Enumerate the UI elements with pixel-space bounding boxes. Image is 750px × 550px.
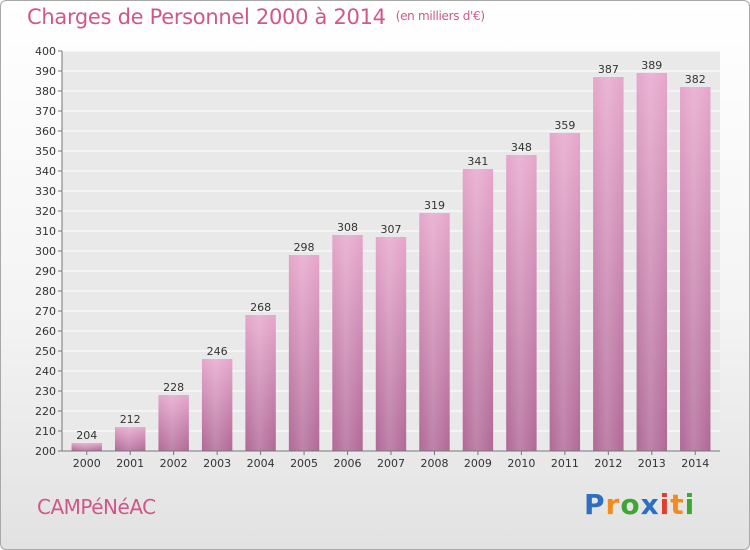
- proxiti-logo: Proxiti: [584, 488, 695, 521]
- logo-letter: i: [659, 488, 671, 521]
- y-tick-label: 360: [35, 125, 56, 138]
- y-tick-label: 250: [35, 345, 56, 358]
- value-label: 341: [467, 155, 488, 168]
- x-tick-label: 2006: [334, 457, 362, 470]
- value-label: 212: [120, 413, 141, 426]
- x-tick-label: 2003: [203, 457, 231, 470]
- y-tick-label: 240: [35, 365, 56, 378]
- bar-highlight: [375, 237, 407, 451]
- bar-highlight: [332, 235, 363, 451]
- bar-highlight: [549, 133, 581, 451]
- bar-highlight: [462, 169, 494, 451]
- commune-name: CAMPéNéAC: [37, 495, 156, 519]
- y-tick-label: 300: [35, 245, 56, 258]
- bar-highlight: [158, 395, 189, 451]
- value-label: 387: [598, 63, 619, 76]
- bar-highlight: [680, 87, 711, 451]
- bars-group: 204 212 228 246 268 298 308 307 319 341 348 359 387 3…: [71, 59, 711, 451]
- y-tick-label: 370: [35, 105, 56, 118]
- bar-highlight: [593, 77, 624, 451]
- x-tick-label: 2012: [594, 457, 622, 470]
- y-tick-label: 380: [35, 85, 56, 98]
- x-tick-label: 2010: [507, 457, 535, 470]
- value-label: 298: [294, 241, 315, 254]
- y-tick-label: 260: [35, 325, 56, 338]
- value-label: 228: [163, 381, 184, 394]
- logo-letter: r: [605, 488, 621, 521]
- bar-highlight: [636, 73, 668, 451]
- bar-highlight: [419, 213, 450, 451]
- x-tick-label: 2011: [551, 457, 579, 470]
- x-tick-label: 2008: [420, 457, 448, 470]
- y-tick-label: 230: [35, 385, 56, 398]
- x-tick-label: 2009: [464, 457, 492, 470]
- y-tick-label: 210: [35, 425, 56, 438]
- value-label: 268: [250, 301, 271, 314]
- y-tick-label: 270: [35, 305, 56, 318]
- y-tick-label: 390: [35, 65, 56, 78]
- value-label: 308: [337, 221, 358, 234]
- chart-title-text: Charges de Personnel 2000 à 2014: [27, 5, 386, 29]
- logo-letter: x: [640, 488, 660, 521]
- logo-letter: i: [684, 488, 696, 521]
- chart-title: Charges de Personnel 2000 à 2014 (en mill…: [27, 5, 485, 29]
- y-tick-label: 350: [35, 145, 56, 158]
- value-label: 319: [424, 199, 445, 212]
- logo-letter: o: [620, 488, 641, 521]
- y-tick-label: 310: [35, 225, 56, 238]
- bar-highlight: [201, 359, 233, 451]
- bar-highlight: [506, 155, 537, 451]
- y-tick-label: 400: [35, 45, 56, 58]
- chart-unit: (en milliers d'€): [395, 9, 485, 23]
- x-tick-label: 2004: [247, 457, 275, 470]
- bar-highlight: [245, 315, 276, 451]
- y-tick-label: 200: [35, 445, 56, 458]
- y-tick-label: 340: [35, 165, 56, 178]
- logo-letter: t: [670, 488, 685, 521]
- x-tick-label: 2002: [160, 457, 188, 470]
- x-tick-label: 2000: [73, 457, 101, 470]
- x-tick-label: 2013: [638, 457, 666, 470]
- x-tick-label: 2005: [290, 457, 318, 470]
- y-tick-label: 330: [35, 185, 56, 198]
- x-tick-label: 2007: [377, 457, 405, 470]
- bar-highlight: [71, 443, 102, 451]
- value-label: 348: [511, 141, 532, 154]
- bar-highlight: [288, 255, 320, 451]
- value-label: 307: [381, 223, 402, 236]
- x-tick-label: 2001: [116, 457, 144, 470]
- value-label: 359: [554, 119, 575, 132]
- bar-highlight: [114, 427, 146, 451]
- y-tick-label: 220: [35, 405, 56, 418]
- y-tick-label: 320: [35, 205, 56, 218]
- value-label: 389: [641, 59, 662, 72]
- value-label: 382: [685, 73, 706, 86]
- axes-group: 200 210 220 230 240 250 260 270 280 290 300 310 320 3…: [35, 45, 720, 470]
- x-tick-label: 2014: [681, 457, 709, 470]
- value-label: 246: [207, 345, 228, 358]
- value-label: 204: [76, 429, 97, 442]
- logo-letter: P: [584, 488, 606, 521]
- y-tick-label: 290: [35, 265, 56, 278]
- y-tick-label: 280: [35, 285, 56, 298]
